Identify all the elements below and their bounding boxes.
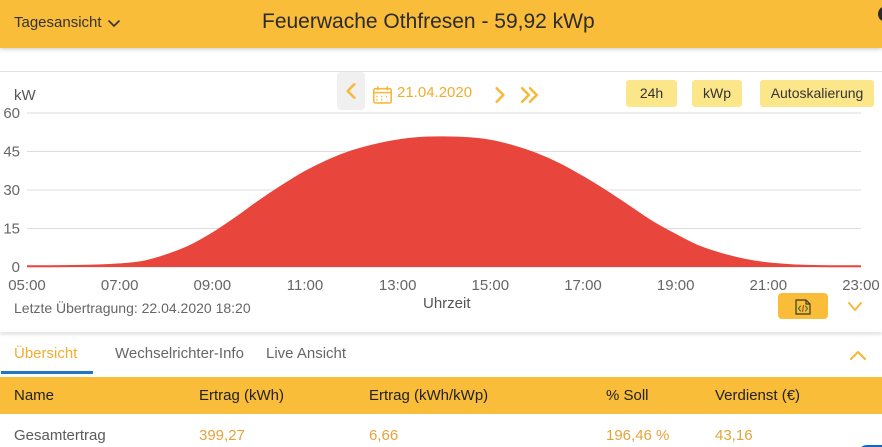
svg-text:23:00: 23:00: [842, 277, 880, 294]
svg-text:09:00: 09:00: [194, 277, 232, 294]
svg-text:17:00: 17:00: [564, 277, 602, 294]
svg-text:45: 45: [3, 144, 20, 161]
svg-text:0: 0: [12, 259, 20, 276]
svg-text:19:00: 19:00: [657, 277, 695, 294]
svg-text:15:00: 15:00: [472, 277, 510, 294]
svg-text:30: 30: [3, 182, 20, 199]
svg-text:60: 60: [3, 105, 20, 122]
svg-text:21:00: 21:00: [750, 277, 788, 294]
svg-text:07:00: 07:00: [101, 277, 139, 294]
svg-text:05:00: 05:00: [8, 277, 46, 294]
svg-text:11:00: 11:00: [287, 277, 323, 294]
svg-text:13:00: 13:00: [379, 277, 417, 294]
svg-text:15: 15: [3, 221, 20, 238]
